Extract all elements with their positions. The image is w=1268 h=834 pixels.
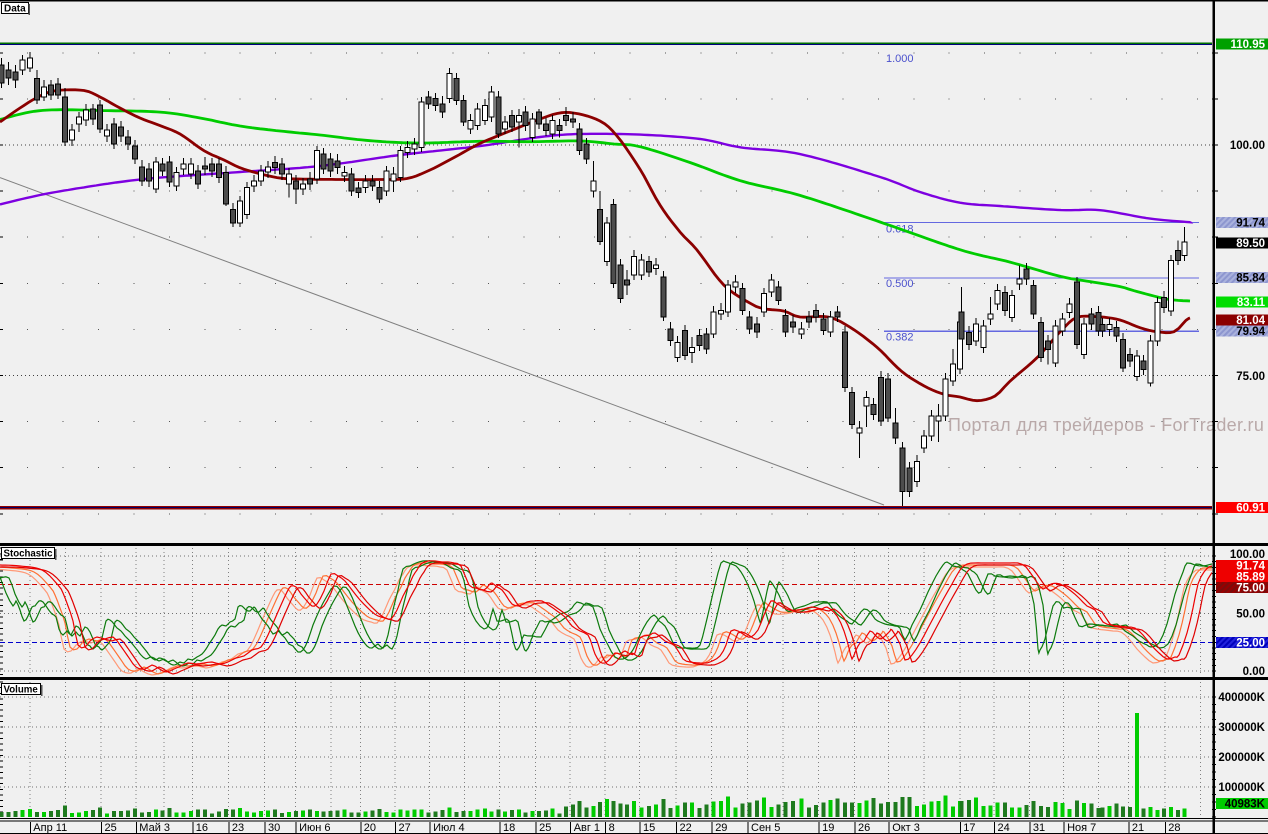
svg-text:Июл 4: Июл 4 [433, 822, 465, 834]
svg-text:17: 17 [963, 822, 975, 834]
svg-text:25.00: 25.00 [1236, 638, 1265, 650]
svg-text:28: 28 [1168, 822, 1180, 834]
svg-text:89.50: 89.50 [1236, 238, 1265, 250]
svg-text:Volume: Volume [4, 685, 39, 696]
svg-text:91.74: 91.74 [1236, 561, 1265, 573]
svg-text:85.84: 85.84 [1236, 272, 1265, 284]
svg-text:50.00: 50.00 [1236, 609, 1265, 621]
svg-text:0.382: 0.382 [886, 332, 914, 344]
svg-text:91.74: 91.74 [1236, 217, 1265, 229]
svg-text:75.00: 75.00 [1236, 582, 1265, 594]
svg-text:40983K: 40983K [1225, 799, 1266, 811]
svg-text:85.89: 85.89 [1236, 572, 1265, 584]
svg-text:400000K: 400000K [1218, 692, 1265, 704]
svg-text:79.94: 79.94 [1236, 326, 1265, 338]
svg-text:Авг 1: Авг 1 [574, 822, 600, 834]
svg-text:20: 20 [364, 822, 376, 834]
svg-text:0.500: 0.500 [886, 278, 914, 290]
svg-text:110.95: 110.95 [1230, 39, 1265, 51]
svg-text:27: 27 [399, 822, 411, 834]
svg-text:Сен 5: Сен 5 [751, 822, 780, 834]
svg-text:21: 21 [1132, 822, 1144, 834]
svg-text:Май 3: Май 3 [139, 822, 170, 834]
svg-text:26: 26 [858, 822, 870, 834]
svg-text:19: 19 [822, 822, 834, 834]
svg-text:Июн 6: Июн 6 [299, 822, 330, 834]
svg-text:29: 29 [715, 822, 727, 834]
svg-text:100.00: 100.00 [1230, 549, 1265, 561]
svg-text:24: 24 [998, 822, 1010, 834]
svg-text:81.04: 81.04 [1236, 315, 1265, 327]
svg-text:16: 16 [196, 822, 208, 834]
svg-text:100000K: 100000K [1218, 782, 1265, 794]
svg-text:Окт 3: Окт 3 [892, 822, 920, 834]
svg-text:25: 25 [539, 822, 551, 834]
svg-text:15: 15 [643, 822, 655, 834]
svg-text:60.91: 60.91 [1236, 503, 1265, 515]
svg-text:83.11: 83.11 [1237, 297, 1266, 309]
svg-text:25: 25 [105, 822, 117, 834]
svg-text:Портал для трейдеров - ForTrad: Портал для трейдеров - ForTrader.ru [948, 415, 1264, 435]
svg-text:31: 31 [1033, 822, 1045, 834]
svg-text:0.00: 0.00 [1243, 666, 1265, 678]
svg-text:Data: Data [4, 4, 26, 15]
svg-text:Stochastic: Stochastic [4, 549, 54, 560]
svg-text:Ноя 7: Ноя 7 [1067, 822, 1096, 834]
svg-text:300000K: 300000K [1218, 722, 1265, 734]
svg-text:Апр 11: Апр 11 [33, 822, 67, 834]
svg-text:100.00: 100.00 [1230, 140, 1265, 152]
svg-text:75.00: 75.00 [1236, 371, 1265, 383]
svg-text:22: 22 [680, 822, 692, 834]
svg-text:30: 30 [268, 822, 280, 834]
svg-text:1.000: 1.000 [886, 53, 914, 65]
svg-text:23: 23 [232, 822, 244, 834]
svg-text:8: 8 [609, 822, 615, 834]
svg-text:200000K: 200000K [1218, 752, 1265, 764]
svg-text:18: 18 [503, 822, 515, 834]
